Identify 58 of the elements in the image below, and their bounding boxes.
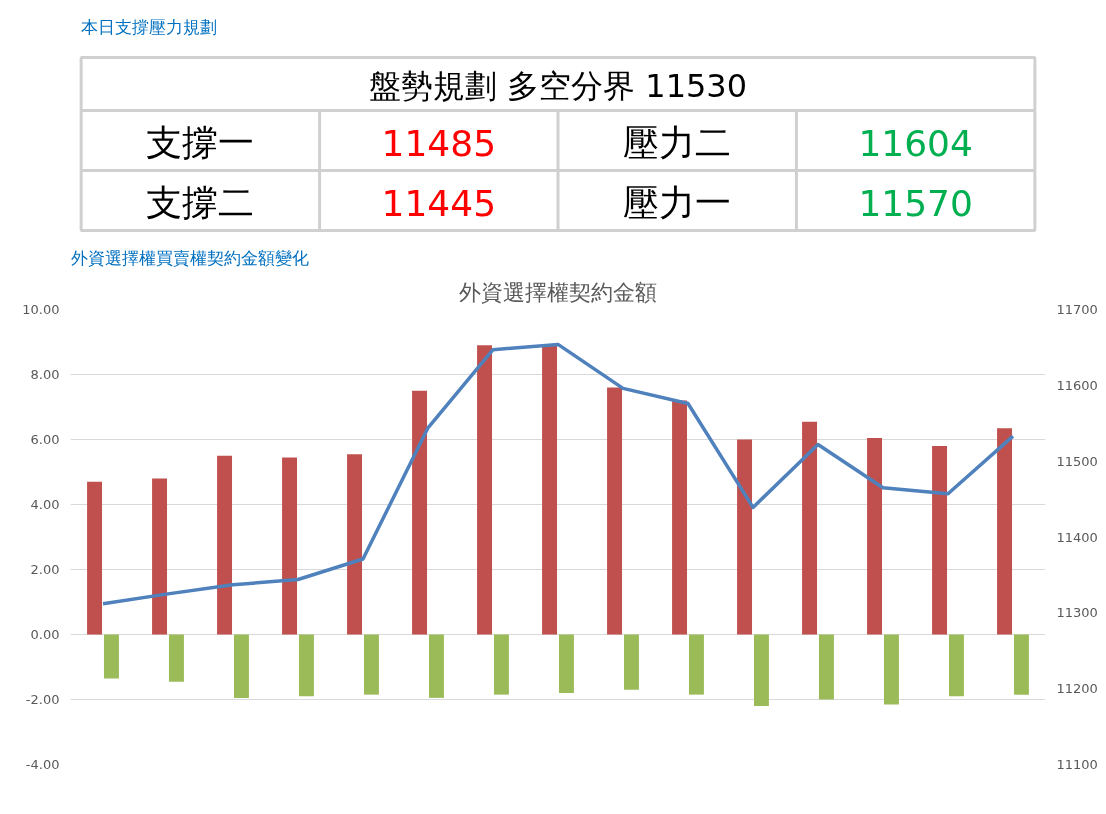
text: 壓力一 xyxy=(623,182,732,223)
bar xyxy=(753,634,769,706)
bar xyxy=(737,439,753,635)
y-tick-label: 10.00 xyxy=(22,302,60,317)
y2-tick-label: 11300 xyxy=(1056,605,1098,621)
bar xyxy=(103,634,119,679)
y-tick-label: -4.00 xyxy=(25,757,60,772)
bar xyxy=(363,634,379,695)
bar xyxy=(347,454,363,635)
text: 11570 xyxy=(858,182,973,224)
bar xyxy=(542,345,558,635)
bar xyxy=(217,455,233,635)
text: 支撐二 xyxy=(146,182,255,223)
y2-tick-label: 11500 xyxy=(1056,453,1098,469)
bar xyxy=(558,634,574,693)
bar xyxy=(883,634,899,705)
y-tick-label: 4.00 xyxy=(30,497,60,512)
chart-subtitle: 外資選擇權買賣權契約金額變化 xyxy=(70,247,309,268)
bar xyxy=(477,345,493,635)
y-tick-label: 2.00 xyxy=(30,562,60,577)
text: 支撐一 xyxy=(146,122,255,163)
bar xyxy=(672,400,688,635)
bar xyxy=(282,457,298,635)
chart-title: 外資選擇權契約金額 xyxy=(459,279,657,305)
y2-tick-label: 11600 xyxy=(1056,377,1098,393)
bar xyxy=(607,387,623,635)
text: 11485 xyxy=(381,122,497,164)
bar xyxy=(152,478,168,635)
bar xyxy=(997,428,1013,635)
bar xyxy=(802,421,818,635)
bar xyxy=(233,634,249,698)
text: 盤勢規劃 多空分界 11530 xyxy=(368,67,748,105)
text: 本日支撐壓力規劃 xyxy=(81,16,218,37)
bar xyxy=(493,634,509,695)
bar xyxy=(688,634,704,695)
text: 11445 xyxy=(381,182,497,224)
y-tick-label: 8.00 xyxy=(30,367,60,382)
text: 壓力二 xyxy=(623,122,732,163)
bar xyxy=(623,634,639,690)
y-tick-label: -2.00 xyxy=(25,692,60,707)
bar xyxy=(867,437,883,635)
y2-tick-label: 11200 xyxy=(1056,681,1098,697)
bar xyxy=(412,390,428,635)
bar xyxy=(168,634,184,682)
bar xyxy=(818,634,834,700)
bar xyxy=(932,446,948,635)
text: 11604 xyxy=(858,122,973,164)
line-series xyxy=(101,342,1015,606)
bar xyxy=(298,634,314,697)
y2-tick-label: 11400 xyxy=(1056,529,1098,545)
bar xyxy=(428,634,444,698)
bar xyxy=(1013,634,1029,695)
y-tick-label: 0.00 xyxy=(30,627,60,642)
bar xyxy=(87,481,103,635)
y2-tick-label: 11700 xyxy=(1056,302,1098,317)
bar xyxy=(948,634,964,697)
y2-tick-label: 11100 xyxy=(1056,757,1098,772)
y-tick-label: 6.00 xyxy=(30,432,60,447)
